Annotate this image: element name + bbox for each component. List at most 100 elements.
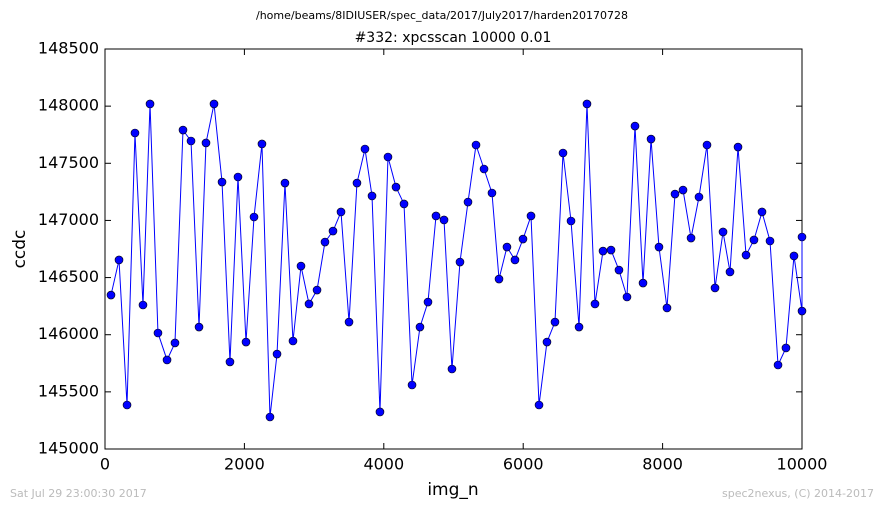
data-point xyxy=(178,125,188,135)
data-point xyxy=(757,207,767,217)
data-point xyxy=(662,303,672,313)
data-point xyxy=(447,364,457,374)
data-point xyxy=(494,274,504,284)
data-point xyxy=(375,407,385,417)
data-point xyxy=(114,255,124,265)
plot-frame xyxy=(104,48,803,450)
y-axis-label: ccdc xyxy=(10,230,30,269)
data-point xyxy=(718,227,728,237)
y-tick-label: 146500 xyxy=(38,267,99,286)
x-tick-label: 6000 xyxy=(503,455,544,474)
data-point xyxy=(686,233,696,243)
data-point xyxy=(257,139,267,149)
x-tick-label: 10000 xyxy=(777,455,828,474)
data-point xyxy=(367,191,377,201)
data-point xyxy=(391,182,401,192)
data-point xyxy=(526,211,536,221)
data-point xyxy=(566,216,576,226)
data-point xyxy=(710,283,720,293)
data-point xyxy=(455,257,465,267)
y-tick-label: 146000 xyxy=(38,324,99,343)
data-point xyxy=(431,211,441,221)
data-point xyxy=(781,343,791,353)
data-point xyxy=(312,285,322,295)
data-point xyxy=(138,300,148,310)
data-point xyxy=(201,138,211,148)
data-point xyxy=(678,185,688,195)
footer-right: spec2nexus, (C) 2014-2017 xyxy=(722,487,874,500)
data-point xyxy=(487,188,497,198)
data-point xyxy=(241,337,251,347)
data-point xyxy=(280,178,290,188)
data-point xyxy=(646,134,656,144)
y-tick-label: 148000 xyxy=(38,96,99,115)
data-point xyxy=(439,215,449,225)
data-point xyxy=(304,299,314,309)
data-point xyxy=(765,236,775,246)
suptitle: /home/beams/8IDIUSER/spec_data/2017/July… xyxy=(256,9,628,22)
data-point xyxy=(296,261,306,271)
data-point xyxy=(399,199,409,209)
data-point xyxy=(797,306,807,316)
data-point xyxy=(328,226,338,236)
data-point xyxy=(225,357,235,367)
data-point xyxy=(288,336,298,346)
data-point xyxy=(265,412,275,422)
data-point xyxy=(733,142,743,152)
data-point xyxy=(773,360,783,370)
data-point xyxy=(336,207,346,217)
data-point xyxy=(542,337,552,347)
data-point xyxy=(582,99,592,109)
data-point xyxy=(574,322,584,332)
data-point xyxy=(352,178,362,188)
data-point xyxy=(463,197,473,207)
data-point xyxy=(534,400,544,410)
data-point xyxy=(471,140,481,150)
data-point xyxy=(550,317,560,327)
data-point xyxy=(360,144,370,154)
data-point xyxy=(209,99,219,109)
x-tick-label: 4000 xyxy=(363,455,404,474)
data-point xyxy=(145,99,155,109)
data-point xyxy=(598,246,608,256)
data-point xyxy=(272,349,282,359)
data-point xyxy=(106,290,116,300)
data-point xyxy=(606,245,616,255)
footer-left: Sat Jul 29 23:00:30 2017 xyxy=(10,487,147,500)
data-point xyxy=(797,232,807,242)
data-point xyxy=(170,338,180,348)
data-point xyxy=(502,242,512,252)
data-point xyxy=(186,136,196,146)
data-point xyxy=(415,322,425,332)
x-tick-label: 8000 xyxy=(642,455,683,474)
y-tick-label: 147500 xyxy=(38,153,99,172)
data-point xyxy=(423,297,433,307)
data-point xyxy=(344,317,354,327)
x-tick-label: 0 xyxy=(100,455,110,474)
data-point xyxy=(638,278,648,288)
data-point xyxy=(217,177,227,187)
data-point xyxy=(518,234,528,244)
data-point xyxy=(122,400,132,410)
data-point xyxy=(702,140,712,150)
data-point xyxy=(383,152,393,162)
chart-title: #332: xpcsscan 10000 0.01 xyxy=(355,30,552,46)
data-point xyxy=(614,265,624,275)
data-point xyxy=(249,212,259,222)
data-point xyxy=(407,380,417,390)
data-point xyxy=(130,128,140,138)
data-point xyxy=(590,299,600,309)
data-point xyxy=(320,237,330,247)
data-point xyxy=(725,267,735,277)
data-point xyxy=(694,192,704,202)
y-tick-label: 145500 xyxy=(38,381,99,400)
data-point xyxy=(630,121,640,131)
y-tick-label: 147000 xyxy=(38,210,99,229)
data-point xyxy=(153,328,163,338)
data-point xyxy=(558,148,568,158)
y-tick-label: 145000 xyxy=(38,439,99,458)
data-point xyxy=(510,255,520,265)
y-tick-label: 148500 xyxy=(38,39,99,58)
data-point xyxy=(789,251,799,261)
